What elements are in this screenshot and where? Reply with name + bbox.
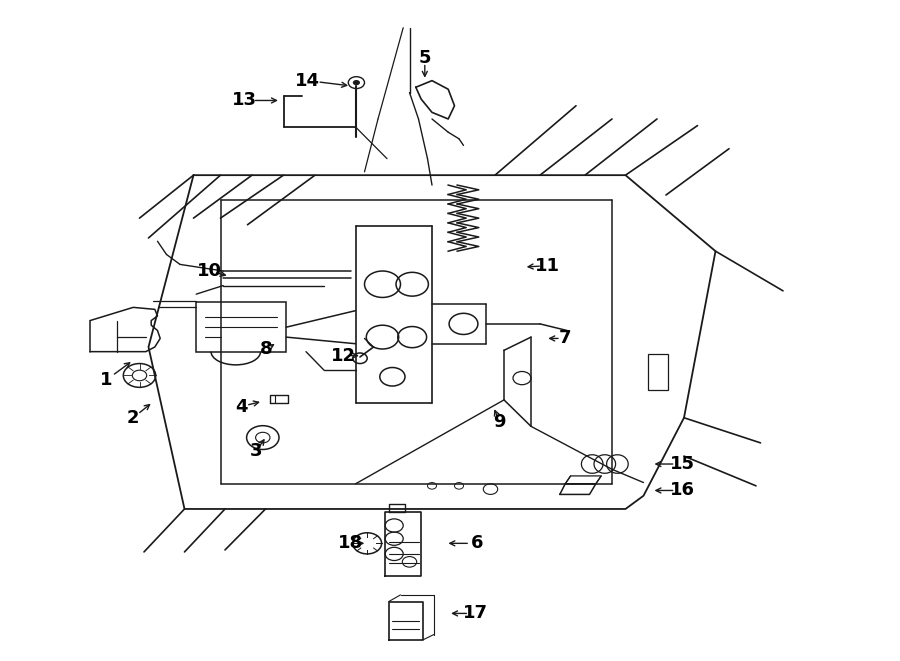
Text: 14: 14 — [295, 71, 320, 90]
Text: 17: 17 — [463, 604, 488, 623]
Text: 18: 18 — [338, 534, 364, 553]
Text: 16: 16 — [670, 481, 695, 500]
Text: 10: 10 — [197, 262, 222, 280]
Text: 2: 2 — [127, 408, 140, 427]
Text: 7: 7 — [559, 329, 572, 348]
Text: 13: 13 — [232, 91, 257, 110]
Text: 8: 8 — [260, 340, 273, 358]
Text: 6: 6 — [471, 534, 483, 553]
Bar — [648, 354, 668, 390]
Bar — [196, 302, 286, 352]
Text: 9: 9 — [493, 412, 506, 431]
Text: 3: 3 — [250, 442, 263, 460]
Text: 1: 1 — [100, 371, 112, 389]
Circle shape — [353, 80, 360, 85]
Text: 12: 12 — [331, 346, 356, 365]
Text: 11: 11 — [535, 256, 560, 275]
Text: 4: 4 — [235, 397, 248, 416]
Text: 15: 15 — [670, 455, 695, 473]
Text: 5: 5 — [418, 48, 431, 67]
